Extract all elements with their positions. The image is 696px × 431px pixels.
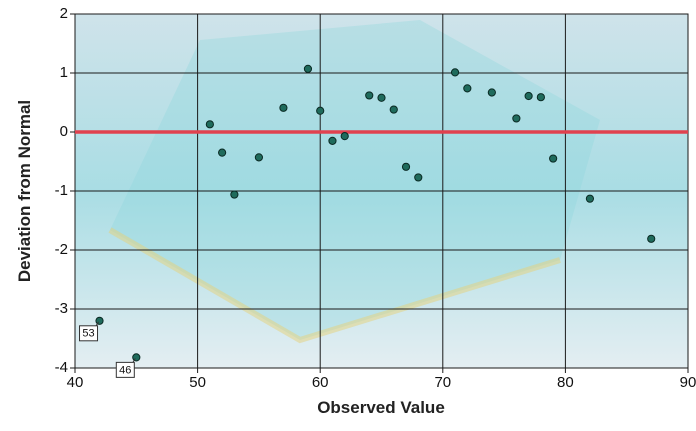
point — [231, 191, 238, 198]
point — [525, 92, 532, 99]
point — [550, 155, 557, 162]
point — [402, 163, 409, 170]
point — [488, 89, 495, 96]
y-tick-label: 0 — [60, 123, 68, 140]
x-axis-title: Observed Value — [317, 398, 445, 417]
point — [366, 92, 373, 99]
point — [280, 104, 287, 111]
x-tick-label: 90 — [680, 374, 696, 391]
case-label: 46 — [119, 364, 131, 376]
x-tick-label: 40 — [67, 374, 84, 391]
point — [317, 107, 324, 114]
chart: -4-3-2-10124050607080905346 Observed Val… — [0, 0, 696, 426]
point — [255, 154, 262, 161]
y-axis-title: Deviation from Normal — [15, 100, 34, 282]
y-tick-label: -1 — [55, 182, 68, 199]
point — [415, 174, 422, 181]
y-tick-label: 1 — [60, 64, 68, 81]
y-tick-label: -2 — [55, 241, 68, 258]
point — [648, 235, 655, 242]
x-tick-label: 80 — [557, 374, 574, 391]
y-tick-label: 2 — [60, 5, 68, 22]
x-tick-label: 60 — [312, 374, 329, 391]
point — [304, 65, 311, 72]
point — [219, 149, 226, 156]
point — [133, 354, 140, 361]
point — [537, 94, 544, 101]
point — [206, 121, 213, 128]
point — [451, 69, 458, 76]
point — [464, 85, 471, 92]
point — [378, 94, 385, 101]
point — [513, 115, 520, 122]
point — [329, 137, 336, 144]
y-tick-label: -3 — [55, 300, 68, 317]
point — [586, 195, 593, 202]
point — [341, 133, 348, 140]
x-tick-label: 70 — [434, 374, 451, 391]
point — [96, 317, 103, 324]
x-tick-label: 50 — [189, 374, 206, 391]
point — [390, 106, 397, 113]
case-label: 53 — [82, 328, 94, 340]
